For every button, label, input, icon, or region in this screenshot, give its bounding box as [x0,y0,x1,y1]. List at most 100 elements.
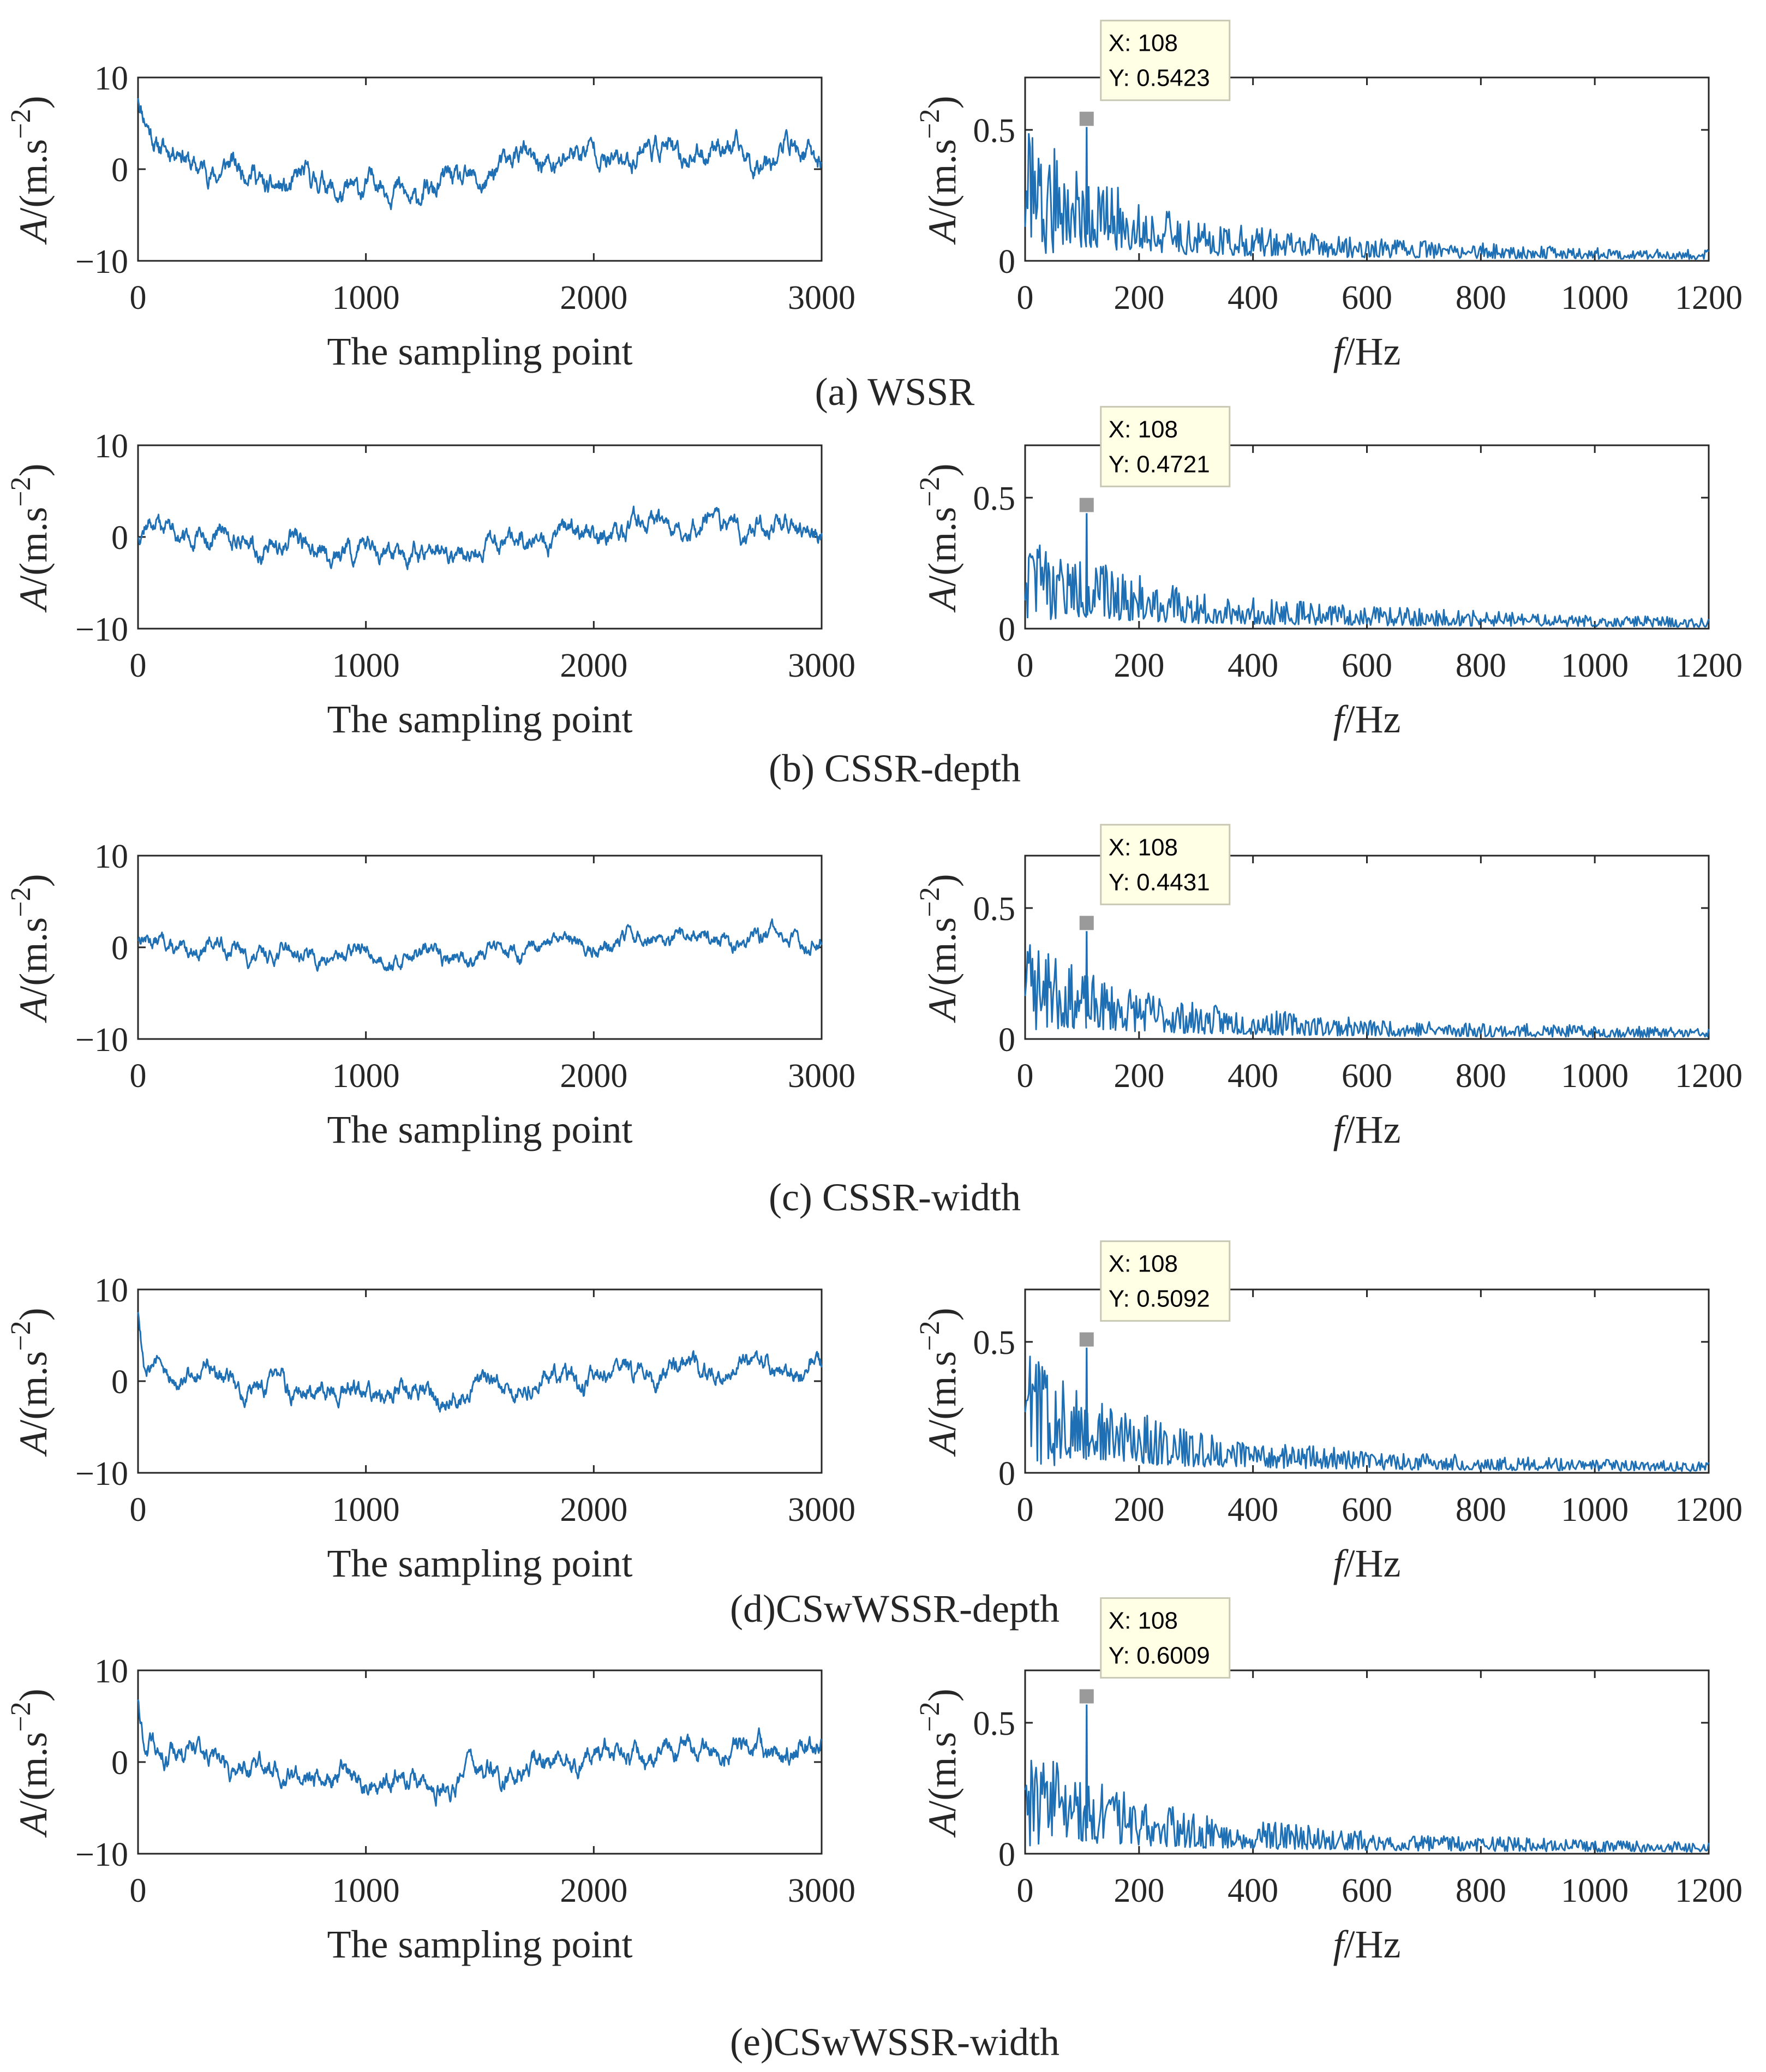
y-axis-label: A/(m.s−2) [914,1688,964,1837]
y-tick-label: 0.5 [973,1324,1016,1362]
x-axis-label: The sampling point [327,1922,633,1966]
x-axis-label: The sampling point [327,330,633,373]
datatip-marker [1078,1688,1095,1705]
y-axis-label-exponent: −2 [5,1701,37,1731]
subfigure-caption: (e)CSwWSSR-width [730,2020,1059,2064]
y-tick-label: 10 [94,1272,128,1309]
datatip-y: Y: 0.4721 [1109,451,1210,477]
y-tick-label: 0.5 [973,480,1016,517]
x-tick-label: 600 [1342,1058,1392,1095]
x-axis-label-unit: /Hz [1344,1108,1401,1151]
y-tick-label: −10 [75,243,128,280]
x-tick-label: 1000 [332,279,400,317]
series-line [1024,1339,1710,1472]
y-axis-label-close: ) [920,1688,964,1701]
datatip-box [1100,20,1231,101]
x-tick-label: 3000 [788,279,855,317]
x-tick-label: 0 [130,1058,147,1095]
y-axis-label-unit: /(m.s [11,1351,55,1431]
y-axis-label: A/(m.s−2) [914,874,964,1023]
subfigure-caption: (a) WSSR [815,370,975,414]
plot-frame [137,444,823,630]
y-tick-label: −10 [75,1022,128,1059]
y-tick-label: 0 [111,1364,128,1401]
x-tick-label: 600 [1342,1872,1392,1909]
datatip-marker [1078,497,1095,513]
y-tick-label: 0.5 [973,112,1016,150]
x-tick-label: 800 [1456,279,1506,317]
y-tick-label: 0 [111,930,128,967]
datatip-x: X: 108 [1109,416,1178,443]
datatip-y: Y: 0.4431 [1109,869,1210,895]
x-axis-label: f/Hz [1333,1542,1401,1585]
x-tick-label: 2000 [560,1872,627,1909]
x-tick-label: 3000 [788,647,855,684]
datatip-y: Y: 0.5092 [1109,1286,1210,1312]
datatip-x: X: 108 [1109,1608,1178,1634]
y-axis-label-exponent: −2 [914,476,945,506]
y-tick-label: 0.5 [973,891,1016,928]
x-tick-label: 1200 [1675,279,1743,317]
x-axis-label: f/Hz [1333,330,1401,373]
x-tick-label: 1000 [332,647,400,684]
x-tick-label: 200 [1114,647,1164,684]
y-axis-label: A/(m.s−2) [914,463,964,612]
x-tick-label: 1000 [1561,1491,1629,1528]
y-axis-label-var: A [11,1811,55,1838]
y-axis-label-unit: /(m.s [11,507,55,587]
x-tick-label: 1000 [1561,1872,1629,1909]
y-axis-label-unit: /(m.s [920,917,964,997]
x-tick-label: 0 [130,647,147,684]
datatip-box [1100,405,1231,487]
y-axis-label-var: A [920,1811,964,1838]
y-axis-label-close: ) [11,1688,55,1701]
y-tick-label: 0 [998,611,1015,648]
x-tick-label: 800 [1456,1872,1506,1909]
x-tick-label: 800 [1456,1491,1506,1528]
y-axis-label-unit: /(m.s [920,1351,964,1431]
datatip-y: Y: 0.5423 [1109,65,1210,92]
y-axis-label: A/(m.s−2) [5,95,55,244]
datatip-marker [1078,110,1095,127]
x-axis-label-unit: /Hz [1344,330,1401,373]
x-axis-label: The sampling point [327,1542,633,1585]
chart-b-freq: 0 200 400 600 800 1000 1200 0 0.5 f/Hz A/(m.s−2) X:… [914,405,1743,741]
x-tick-label: 3000 [788,1058,855,1095]
y-axis-label-close: ) [11,463,55,476]
x-tick-label: 800 [1456,647,1506,684]
series-line [137,918,823,972]
x-tick-label: 3000 [788,1872,855,1909]
y-axis-label-var: A [920,1430,964,1457]
x-tick-label: 2000 [560,647,627,684]
y-axis-label-exponent: −2 [5,109,37,139]
x-tick-label: 600 [1342,279,1392,317]
chart-a-freq: 0 200 400 600 800 1000 1200 0 0.5 f/Hz A/(m.s−2) X:… [914,20,1743,373]
x-tick-label: 3000 [788,1491,855,1528]
series-line [1024,922,1710,1038]
x-tick-label: 200 [1114,1058,1164,1095]
x-axis-label: f/Hz [1333,1108,1401,1151]
y-tick-label: 0 [111,1745,128,1782]
datatip-y: Y: 0.6009 [1109,1643,1210,1669]
y-axis-label-exponent: −2 [5,887,37,917]
x-axis-label: The sampling point [327,697,633,741]
x-tick-label: 400 [1228,647,1278,684]
y-tick-label: −10 [75,611,128,648]
x-tick-label: 2000 [560,1058,627,1095]
x-tick-label: 400 [1228,279,1278,317]
chart-c-freq: 0 200 400 600 800 1000 1200 0 0.5 f/Hz A/(m.s−2) X:… [914,823,1743,1151]
y-axis-label-var: A [11,1430,55,1457]
series-line [137,1312,823,1413]
x-tick-label: 0 [130,1491,147,1528]
y-tick-label: 0 [998,1022,1015,1059]
y-axis-label-exponent: −2 [914,1321,945,1351]
x-tick-label: 1000 [1561,647,1629,684]
y-axis-label-unit: /(m.s [11,917,55,997]
datatip-box [1100,1597,1231,1679]
series-line [1024,504,1710,628]
x-tick-label: 600 [1342,647,1392,684]
